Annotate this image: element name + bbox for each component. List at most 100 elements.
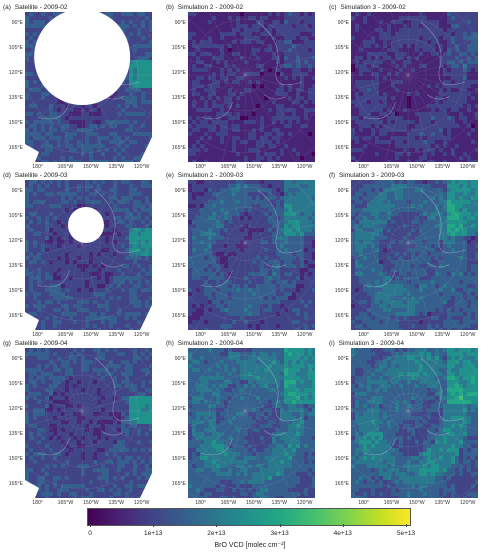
lon-tick-label: 150°W: [409, 332, 425, 338]
lon-tick-label: 120°W: [133, 164, 150, 170]
lon-tick-label: 180°: [195, 164, 206, 170]
panel-title: (d) Satellite - 2009-03: [3, 172, 68, 179]
lat-tick-label: 90°E: [337, 356, 349, 362]
lon-tick-label: 150°W: [246, 332, 262, 338]
lon-tick-label: 120°W: [459, 500, 476, 506]
lon-tick-label: 180°: [358, 164, 369, 170]
panel-title-text: Simulation 3 - 2009-02: [338, 4, 406, 11]
lat-tick-label: 120°E: [8, 406, 23, 412]
lon-tick-label: 180°: [32, 500, 43, 506]
panel-title-text: Satellite - 2009-04: [12, 340, 68, 347]
lat-tick-label: 135°E: [8, 431, 23, 437]
map-panel: [188, 348, 315, 498]
map-panel: [25, 180, 152, 330]
panel-title-text: Simulation 2 - 2009-03: [175, 172, 244, 179]
panel-title: (b) Simulation 2 - 2009-02: [166, 4, 243, 11]
lat-tick-label: 120°E: [334, 70, 349, 76]
lat-tick-label: 135°E: [8, 263, 23, 269]
lat-tick-label: 135°E: [171, 263, 186, 269]
lat-tick-label: 120°E: [171, 70, 186, 76]
lon-tick-label: 180°: [358, 332, 369, 338]
colorbar-tick-mark: [216, 524, 217, 527]
panel-label: (g): [3, 340, 11, 347]
lon-tick-label: 135°W: [108, 332, 125, 338]
panel-label: (d): [3, 172, 11, 179]
lon-tick-label: 180°: [358, 500, 369, 506]
lat-tick-label: 105°E: [334, 213, 349, 219]
lon-tick-label: 165°W: [220, 164, 237, 170]
lat-tick-label: 120°E: [334, 238, 349, 244]
panel-title: (c) Simulation 3 - 2009-02: [329, 4, 406, 11]
lon-tick-label: 135°W: [434, 500, 451, 506]
colorbar-tick-mark: [90, 524, 91, 527]
lon-tick-label: 165°W: [220, 500, 237, 506]
lat-tick-label: 165°E: [8, 481, 23, 487]
colorbar-tick-mark: [406, 524, 407, 527]
map-svg: [188, 348, 315, 498]
lat-tick-label: 165°E: [171, 481, 186, 487]
lat-tick-label: 165°E: [8, 145, 23, 151]
colorbar-tick-label: 1e+13: [144, 530, 163, 537]
map-panel: [351, 180, 478, 330]
colorbar-tick-label: 0: [88, 530, 92, 537]
lon-tick-label: 135°W: [434, 332, 451, 338]
lat-tick-label: 135°E: [334, 95, 349, 101]
lat-tick-label: 105°E: [8, 381, 23, 387]
lat-tick-label: 165°E: [171, 313, 186, 319]
lon-tick-label: 135°W: [108, 164, 125, 170]
map-svg: [25, 348, 152, 498]
lat-tick-label: 150°E: [8, 288, 23, 294]
lat-tick-label: 90°E: [337, 20, 349, 26]
lat-tick-label: 105°E: [334, 45, 349, 51]
lon-tick-label: 150°W: [409, 164, 425, 170]
no-data-region: [34, 12, 131, 105]
lon-tick-label: 180°: [195, 500, 206, 506]
lon-tick-label: 120°W: [296, 332, 313, 338]
panel-title: (i) Simulation 3 - 2009-04: [329, 340, 404, 347]
lat-tick-label: 105°E: [171, 213, 186, 219]
lon-tick-label: 150°W: [409, 500, 425, 506]
colorbar-tick-mark: [279, 524, 281, 527]
lon-tick-label: 180°: [32, 164, 43, 170]
lat-tick-label: 150°E: [334, 456, 349, 462]
lon-tick-label: 180°: [195, 332, 206, 338]
lon-tick-label: 120°W: [133, 500, 150, 506]
lon-tick-label: 135°W: [108, 500, 125, 506]
panel-label: (a): [3, 4, 11, 11]
lat-tick-label: 150°E: [171, 288, 186, 294]
panel-label: (i): [329, 340, 335, 347]
lat-tick-label: 105°E: [171, 45, 186, 51]
colorbar: [87, 508, 411, 526]
lat-tick-label: 135°E: [334, 263, 349, 269]
lon-tick-label: 165°W: [57, 164, 74, 170]
lat-tick-label: 90°E: [174, 356, 186, 362]
lon-tick-label: 150°W: [83, 500, 99, 506]
lon-tick-label: 150°W: [83, 332, 99, 338]
lon-tick-label: 135°W: [271, 500, 288, 506]
panel-title: (e) Simulation 2 - 2009-03: [166, 172, 243, 179]
panel-title: (a) Satellite - 2009-02: [3, 4, 68, 11]
lat-tick-label: 90°E: [337, 188, 349, 194]
panel-title-text: Simulation 3 - 2009-03: [337, 172, 405, 179]
lat-tick-label: 150°E: [171, 456, 186, 462]
lon-tick-label: 135°W: [271, 164, 288, 170]
lat-tick-label: 105°E: [8, 45, 23, 51]
lat-tick-label: 105°E: [171, 381, 186, 387]
panel-label: (b): [166, 4, 174, 11]
no-data-region: [67, 207, 104, 243]
lon-tick-label: 165°W: [57, 332, 74, 338]
lon-tick-label: 150°W: [83, 164, 99, 170]
lon-tick-label: 165°W: [383, 500, 400, 506]
colorbar-tick-label: 3e+13: [270, 530, 289, 537]
panel-label: (e): [166, 172, 174, 179]
map-svg: [351, 348, 478, 498]
map-svg: [25, 12, 152, 162]
lat-tick-label: 150°E: [334, 288, 349, 294]
lon-tick-label: 120°W: [296, 164, 313, 170]
lon-tick-label: 165°W: [57, 500, 74, 506]
lon-tick-label: 120°W: [133, 332, 150, 338]
lon-tick-label: 135°W: [271, 332, 288, 338]
lat-tick-label: 150°E: [8, 456, 23, 462]
lat-tick-label: 165°E: [8, 313, 23, 319]
lon-tick-label: 120°W: [459, 332, 476, 338]
